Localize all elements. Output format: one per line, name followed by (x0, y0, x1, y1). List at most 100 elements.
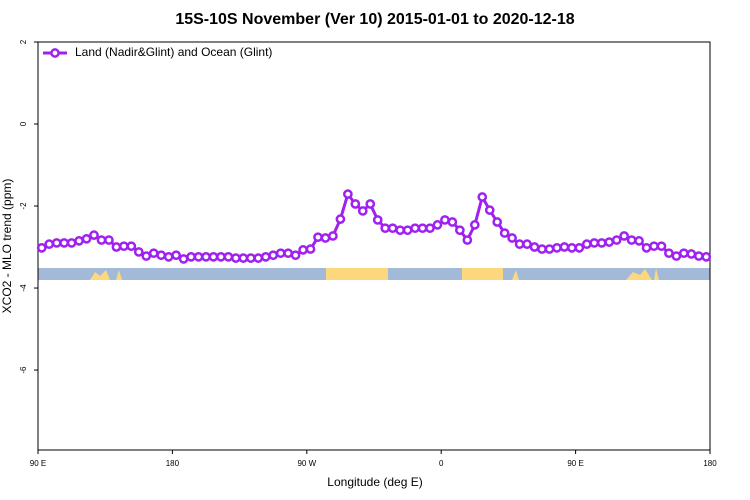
point (671, 251, 682, 261)
point (36, 242, 47, 253)
point (253, 253, 264, 263)
land-band (116, 270, 122, 280)
point (544, 244, 555, 254)
x-tick-label: 180 (703, 459, 717, 468)
point (171, 250, 181, 261)
point (537, 244, 547, 254)
point (231, 253, 241, 263)
point (350, 199, 361, 209)
point (641, 242, 652, 253)
point (156, 250, 167, 261)
point (141, 251, 152, 261)
point (74, 236, 84, 246)
point (522, 239, 532, 250)
point (193, 252, 204, 262)
y-tick-label: 0 (19, 121, 28, 126)
point (447, 217, 458, 227)
point (208, 252, 219, 262)
point (223, 252, 234, 262)
point (619, 231, 629, 241)
point (320, 233, 331, 243)
point (679, 248, 689, 259)
point (201, 252, 211, 262)
point (298, 245, 308, 255)
point (477, 192, 488, 202)
point (81, 233, 92, 244)
legend-marker (50, 48, 60, 58)
point (552, 242, 562, 253)
point (559, 242, 570, 252)
point (656, 241, 667, 252)
point (387, 223, 398, 234)
point (581, 239, 592, 250)
point (380, 223, 391, 234)
point (440, 215, 450, 225)
point (417, 223, 428, 234)
y-axis-label: XCO2 - MLO trend (ppm) (0, 179, 14, 314)
point (275, 248, 286, 259)
point (529, 242, 540, 252)
point (111, 242, 122, 252)
point (328, 231, 338, 241)
x-axis-label: Longitude (deg E) (327, 475, 422, 489)
x-tick-label: 90 E (567, 459, 583, 468)
x-tick-label: 90 E (30, 459, 46, 468)
x-tick-label: 90 W (297, 459, 316, 468)
point (567, 242, 577, 253)
y-tick-label: -4 (19, 284, 28, 292)
point (96, 235, 107, 245)
point (484, 205, 495, 215)
chart-title: 15S-10S November (Ver 10) 2015-01-01 to … (175, 11, 574, 28)
land-band (626, 269, 652, 280)
y-tick-label: -2 (19, 202, 28, 210)
point (596, 238, 607, 248)
point (148, 248, 159, 259)
point (499, 228, 510, 238)
point (589, 238, 600, 248)
point (611, 235, 622, 245)
point (701, 252, 712, 262)
land-band (462, 268, 503, 280)
point (216, 252, 226, 262)
point (163, 252, 174, 262)
point (51, 238, 62, 248)
surface-band (38, 268, 710, 280)
point (604, 237, 615, 247)
land-band (90, 270, 110, 280)
x-tick-label: 180 (166, 459, 180, 468)
point (335, 214, 346, 224)
point (425, 223, 435, 234)
point (357, 206, 368, 216)
point (268, 250, 279, 261)
land-band (654, 268, 659, 280)
point (455, 225, 465, 236)
point (686, 249, 697, 259)
point (365, 199, 376, 209)
y-tick-label: 2 (19, 39, 28, 44)
point (574, 242, 585, 253)
point (664, 248, 674, 259)
point (514, 239, 525, 250)
point (372, 215, 383, 225)
point (44, 239, 55, 250)
y-tick-label: -6 (19, 366, 28, 374)
point (507, 233, 517, 243)
point (313, 232, 323, 243)
point (402, 225, 413, 236)
point (634, 236, 644, 246)
point (462, 235, 473, 245)
point (104, 235, 114, 245)
point (432, 220, 443, 230)
point (492, 217, 503, 227)
point (305, 244, 316, 254)
point (89, 230, 99, 240)
point (410, 223, 420, 234)
point (126, 241, 137, 252)
point (66, 238, 77, 248)
point (119, 241, 129, 252)
point (626, 235, 637, 245)
point (283, 248, 293, 259)
point (343, 189, 353, 199)
point (59, 238, 69, 248)
point (649, 241, 659, 252)
